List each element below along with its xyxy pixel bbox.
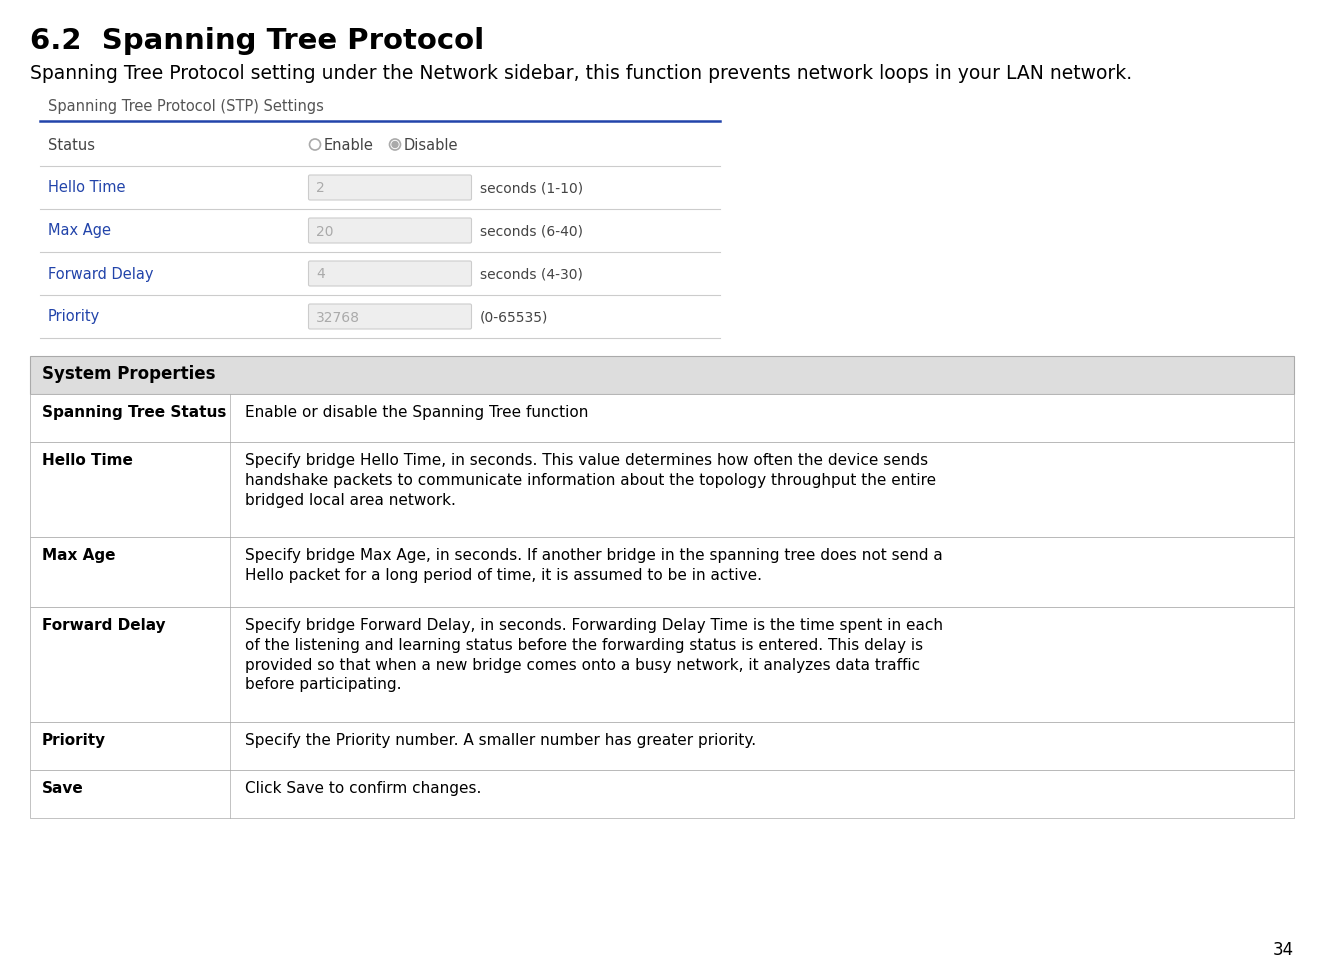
Text: Max Age: Max Age bbox=[42, 548, 115, 563]
FancyBboxPatch shape bbox=[308, 175, 471, 200]
Text: (0-65535): (0-65535) bbox=[481, 311, 548, 324]
Text: 34: 34 bbox=[1272, 941, 1294, 959]
Text: seconds (1-10): seconds (1-10) bbox=[481, 182, 583, 195]
Text: 2: 2 bbox=[316, 182, 324, 195]
Text: 32768: 32768 bbox=[316, 311, 360, 324]
FancyBboxPatch shape bbox=[30, 770, 1294, 818]
Text: 6.2  Spanning Tree Protocol: 6.2 Spanning Tree Protocol bbox=[30, 27, 485, 55]
Text: Spanning Tree Status: Spanning Tree Status bbox=[42, 405, 226, 420]
Text: Enable: Enable bbox=[324, 139, 373, 153]
Text: seconds (4-30): seconds (4-30) bbox=[481, 268, 583, 281]
Text: Click Save to confirm changes.: Click Save to confirm changes. bbox=[245, 781, 482, 796]
Text: Spanning Tree Protocol (STP) Settings: Spanning Tree Protocol (STP) Settings bbox=[48, 99, 324, 114]
FancyBboxPatch shape bbox=[30, 442, 1294, 537]
Text: seconds (6-40): seconds (6-40) bbox=[481, 225, 583, 238]
FancyBboxPatch shape bbox=[30, 356, 1294, 394]
Text: Hello Time: Hello Time bbox=[48, 181, 126, 195]
Text: Priority: Priority bbox=[42, 733, 106, 748]
FancyBboxPatch shape bbox=[30, 722, 1294, 770]
Text: Max Age: Max Age bbox=[48, 224, 111, 238]
Text: Priority: Priority bbox=[48, 310, 101, 324]
Text: Specify the Priority number. A smaller number has greater priority.: Specify the Priority number. A smaller n… bbox=[245, 733, 756, 748]
Text: Specify bridge Hello Time, in seconds. This value determines how often the devic: Specify bridge Hello Time, in seconds. T… bbox=[245, 453, 936, 508]
Text: Forward Delay: Forward Delay bbox=[42, 618, 166, 633]
FancyBboxPatch shape bbox=[30, 607, 1294, 722]
FancyBboxPatch shape bbox=[308, 304, 471, 329]
Text: Status: Status bbox=[48, 138, 95, 152]
Text: System Properties: System Properties bbox=[42, 365, 216, 383]
Text: 20: 20 bbox=[316, 225, 334, 238]
Text: Forward Delay: Forward Delay bbox=[48, 267, 154, 281]
FancyBboxPatch shape bbox=[30, 537, 1294, 607]
Circle shape bbox=[392, 142, 399, 148]
Text: Spanning Tree Protocol setting under the Network sidebar, this function prevents: Spanning Tree Protocol setting under the… bbox=[30, 64, 1132, 83]
Text: Save: Save bbox=[42, 781, 83, 796]
FancyBboxPatch shape bbox=[30, 394, 1294, 442]
Text: Disable: Disable bbox=[404, 139, 458, 153]
FancyBboxPatch shape bbox=[308, 261, 471, 286]
Text: 4: 4 bbox=[316, 268, 324, 281]
Text: Specify bridge Max Age, in seconds. If another bridge in the spanning tree does : Specify bridge Max Age, in seconds. If a… bbox=[245, 548, 943, 583]
FancyBboxPatch shape bbox=[308, 218, 471, 243]
Text: Enable or disable the Spanning Tree function: Enable or disable the Spanning Tree func… bbox=[245, 405, 588, 420]
Text: Specify bridge Forward Delay, in seconds. Forwarding Delay Time is the time spen: Specify bridge Forward Delay, in seconds… bbox=[245, 618, 943, 693]
Text: Hello Time: Hello Time bbox=[42, 453, 132, 468]
